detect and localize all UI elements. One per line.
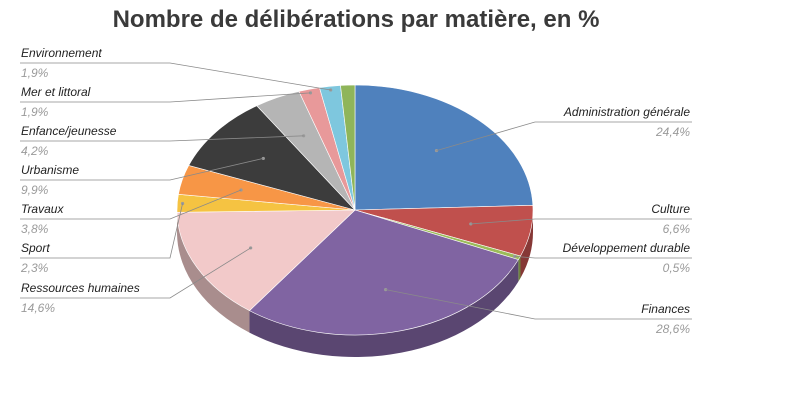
label-name-sport: Sport xyxy=(21,241,50,255)
label-value-mer-et-littoral: 1,9% xyxy=(21,105,49,119)
pie-side-culture xyxy=(520,210,533,279)
label-name-culture: Culture xyxy=(651,202,690,216)
label-name-mer-et-littoral: Mer et littoral xyxy=(21,85,91,99)
pie-slice-administration-generale xyxy=(354,84,534,211)
leader-lines xyxy=(20,62,692,320)
leader-line-sport xyxy=(20,203,183,259)
label-value-travaux: 3,8% xyxy=(21,222,49,236)
label-value-urbanisme: 9,9% xyxy=(21,183,49,197)
leader-line-mer-et-littoral xyxy=(20,92,311,103)
pie-slice-finances xyxy=(248,209,519,336)
pie-side-ressources-humaines xyxy=(177,212,250,333)
label-value-culture: 6,6% xyxy=(663,222,691,236)
label-value-enfance-jeunesse: 4,2% xyxy=(21,144,49,158)
label-name-environnement: Environnement xyxy=(21,46,102,60)
label-name-administration-generale: Administration générale xyxy=(563,105,690,119)
label-value-environnement: 1,9% xyxy=(21,66,49,80)
label-value-sport: 2,3% xyxy=(20,261,49,275)
label-name-urbanisme: Urbanisme xyxy=(21,163,79,177)
leader-line-enfance-jeunesse xyxy=(20,135,304,142)
pie-slice-urbanisme xyxy=(188,105,356,211)
pie-top-layer xyxy=(176,84,534,336)
label-name-developpement-durable: Développement durable xyxy=(563,241,691,255)
leader-line-culture xyxy=(470,218,692,225)
pie-side-developpement-durable xyxy=(518,256,521,282)
chart-title: Nombre de délibérations par matière, en … xyxy=(112,6,600,33)
leader-line-environnement xyxy=(20,62,331,91)
label-name-ressources-humaines: Ressources humaines xyxy=(21,281,140,295)
data-labels: Administration générale 24,4% Culture 6,6% D… xyxy=(20,46,690,336)
leader-line-finances xyxy=(385,289,692,320)
pie-side-finances xyxy=(249,259,519,358)
label-value-ressources-humaines: 14,6% xyxy=(21,301,55,315)
leader-line-travaux xyxy=(20,189,242,220)
label-name-travaux: Travaux xyxy=(21,202,64,216)
leader-line-administration-generale xyxy=(436,121,692,151)
leader-line-developpement-durable xyxy=(514,256,692,259)
pie-slice-remainder xyxy=(340,84,356,211)
pie-side-layer xyxy=(177,210,533,358)
leader-line-urbanisme xyxy=(20,158,264,181)
label-name-finances: Finances xyxy=(641,302,690,316)
label-value-administration-generale: 24,4% xyxy=(655,125,690,139)
pie-slice-ressources-humaines xyxy=(176,209,356,312)
leader-line-ressources-humaines xyxy=(20,247,251,299)
label-name-enfance-jeunesse: Enfance/jeunesse xyxy=(21,124,117,138)
label-value-developpement-durable: 0,5% xyxy=(663,261,691,275)
label-value-finances: 28,6% xyxy=(655,322,690,336)
